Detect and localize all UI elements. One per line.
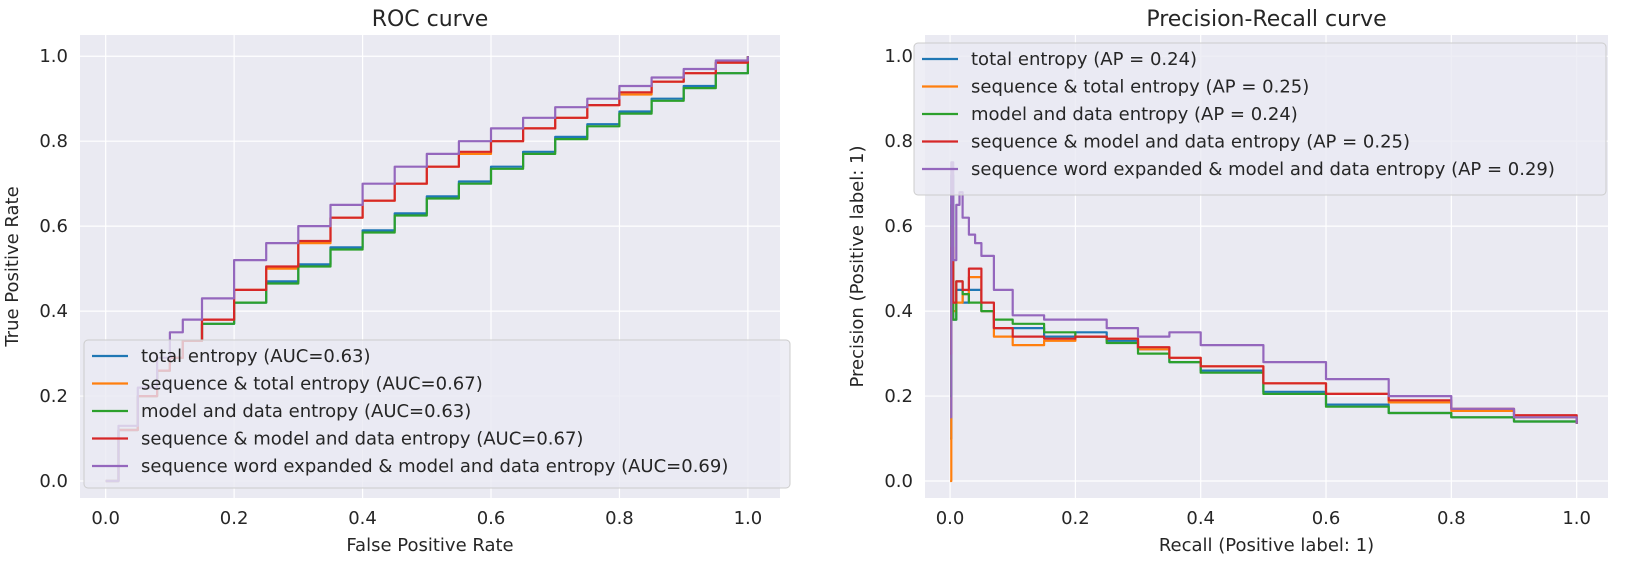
series-line-4 [950,161,1578,424]
chart-1: 0.0 0.2 0.4 0.6 0.8 1.0 0.0 0.2 0.4 0.6 0.8 1.0 Prec… [847,7,1608,556]
y-tick-label: 0.2 [39,386,68,407]
legend-entry: sequence & model and data entropy (AUC=0… [141,429,583,450]
x-tick-label: 0.4 [1186,508,1215,529]
legend-entry: model and data entropy (AP = 0.24) [971,104,1298,125]
y-axis-label: True Positive Rate [2,186,23,347]
legend-entry: sequence & total entropy (AP = 0.25) [971,77,1309,98]
x-tick-label: 0.6 [1312,508,1341,529]
legend: total entropy (AUC=0.63) sequence & total… [83,339,791,489]
chart-title: Precision-Recall curve [1146,7,1386,32]
x-tick-label: 1.0 [1562,508,1591,529]
legend-entry: sequence word expanded & model and data … [971,159,1555,180]
legend-entry: total entropy (AUC=0.63) [141,346,371,367]
legend-entry: sequence word expanded & model and data … [141,456,728,477]
chart-0: 0.0 0.2 0.4 0.6 0.8 1.0 0.0 0.2 0.4 0.6 0.8 1.0 ROC … [2,7,791,556]
chart-title: ROC curve [372,7,489,32]
x-tick-label: 0.8 [605,508,634,529]
legend: total entropy (AP = 0.24) sequence & tota… [913,42,1607,196]
legend-entry: sequence & total entropy (AUC=0.67) [141,374,483,395]
x-tick-label: 0.6 [477,508,506,529]
y-tick-label: 0.6 [39,216,68,237]
y-tick-label: 0.2 [884,386,913,407]
y-tick-label: 0.8 [39,131,68,152]
x-tick-label: 0.8 [1437,508,1466,529]
legend-entry: model and data entropy (AUC=0.63) [141,401,471,422]
y-axis-label: Precision (Positive label: 1) [847,146,868,388]
y-tick-label: 0.0 [884,471,913,492]
y-tick-label: 0.0 [39,471,68,492]
x-tick-label: 0.4 [348,508,377,529]
legend-entry: sequence & model and data entropy (AP = … [971,132,1410,153]
x-tick-label: 0.0 [91,508,120,529]
x-axis-label: Recall (Positive label: 1) [1159,535,1374,556]
y-tick-label: 1.0 [39,46,68,67]
y-tick-label: 0.4 [884,301,913,322]
x-axis-label: False Positive Rate [346,535,513,556]
legend-frame [913,42,1607,196]
y-tick-label: 1.0 [884,46,913,67]
x-tick-label: 0.2 [220,508,249,529]
legend-frame [83,339,791,489]
y-tick-label: 0.4 [39,301,68,322]
x-tick-label: 0.0 [936,508,965,529]
legend-entry: total entropy (AP = 0.24) [971,49,1197,70]
y-tick-label: 0.6 [884,216,913,237]
x-tick-label: 1.0 [734,508,763,529]
x-tick-label: 0.2 [1061,508,1090,529]
y-tick-label: 0.8 [884,131,913,152]
